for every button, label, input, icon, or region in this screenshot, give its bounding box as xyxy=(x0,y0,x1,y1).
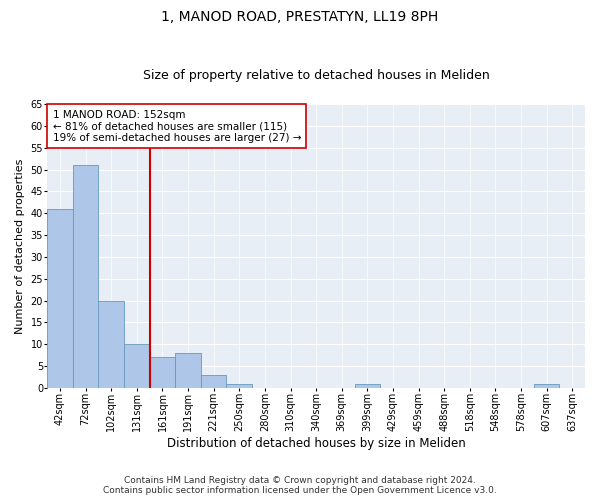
Bar xyxy=(175,353,201,388)
Bar xyxy=(201,375,226,388)
X-axis label: Distribution of detached houses by size in Meliden: Distribution of detached houses by size … xyxy=(167,437,466,450)
Bar xyxy=(355,384,380,388)
Y-axis label: Number of detached properties: Number of detached properties xyxy=(15,158,25,334)
Text: Contains HM Land Registry data © Crown copyright and database right 2024.
Contai: Contains HM Land Registry data © Crown c… xyxy=(103,476,497,495)
Bar xyxy=(73,165,98,388)
Text: 1 MANOD ROAD: 152sqm
← 81% of detached houses are smaller (115)
19% of semi-deta: 1 MANOD ROAD: 152sqm ← 81% of detached h… xyxy=(53,110,301,143)
Bar xyxy=(149,358,175,388)
Bar xyxy=(534,384,559,388)
Text: 1, MANOD ROAD, PRESTATYN, LL19 8PH: 1, MANOD ROAD, PRESTATYN, LL19 8PH xyxy=(161,10,439,24)
Bar xyxy=(47,209,73,388)
Bar xyxy=(98,300,124,388)
Bar xyxy=(124,344,149,388)
Title: Size of property relative to detached houses in Meliden: Size of property relative to detached ho… xyxy=(143,69,490,82)
Bar xyxy=(226,384,252,388)
